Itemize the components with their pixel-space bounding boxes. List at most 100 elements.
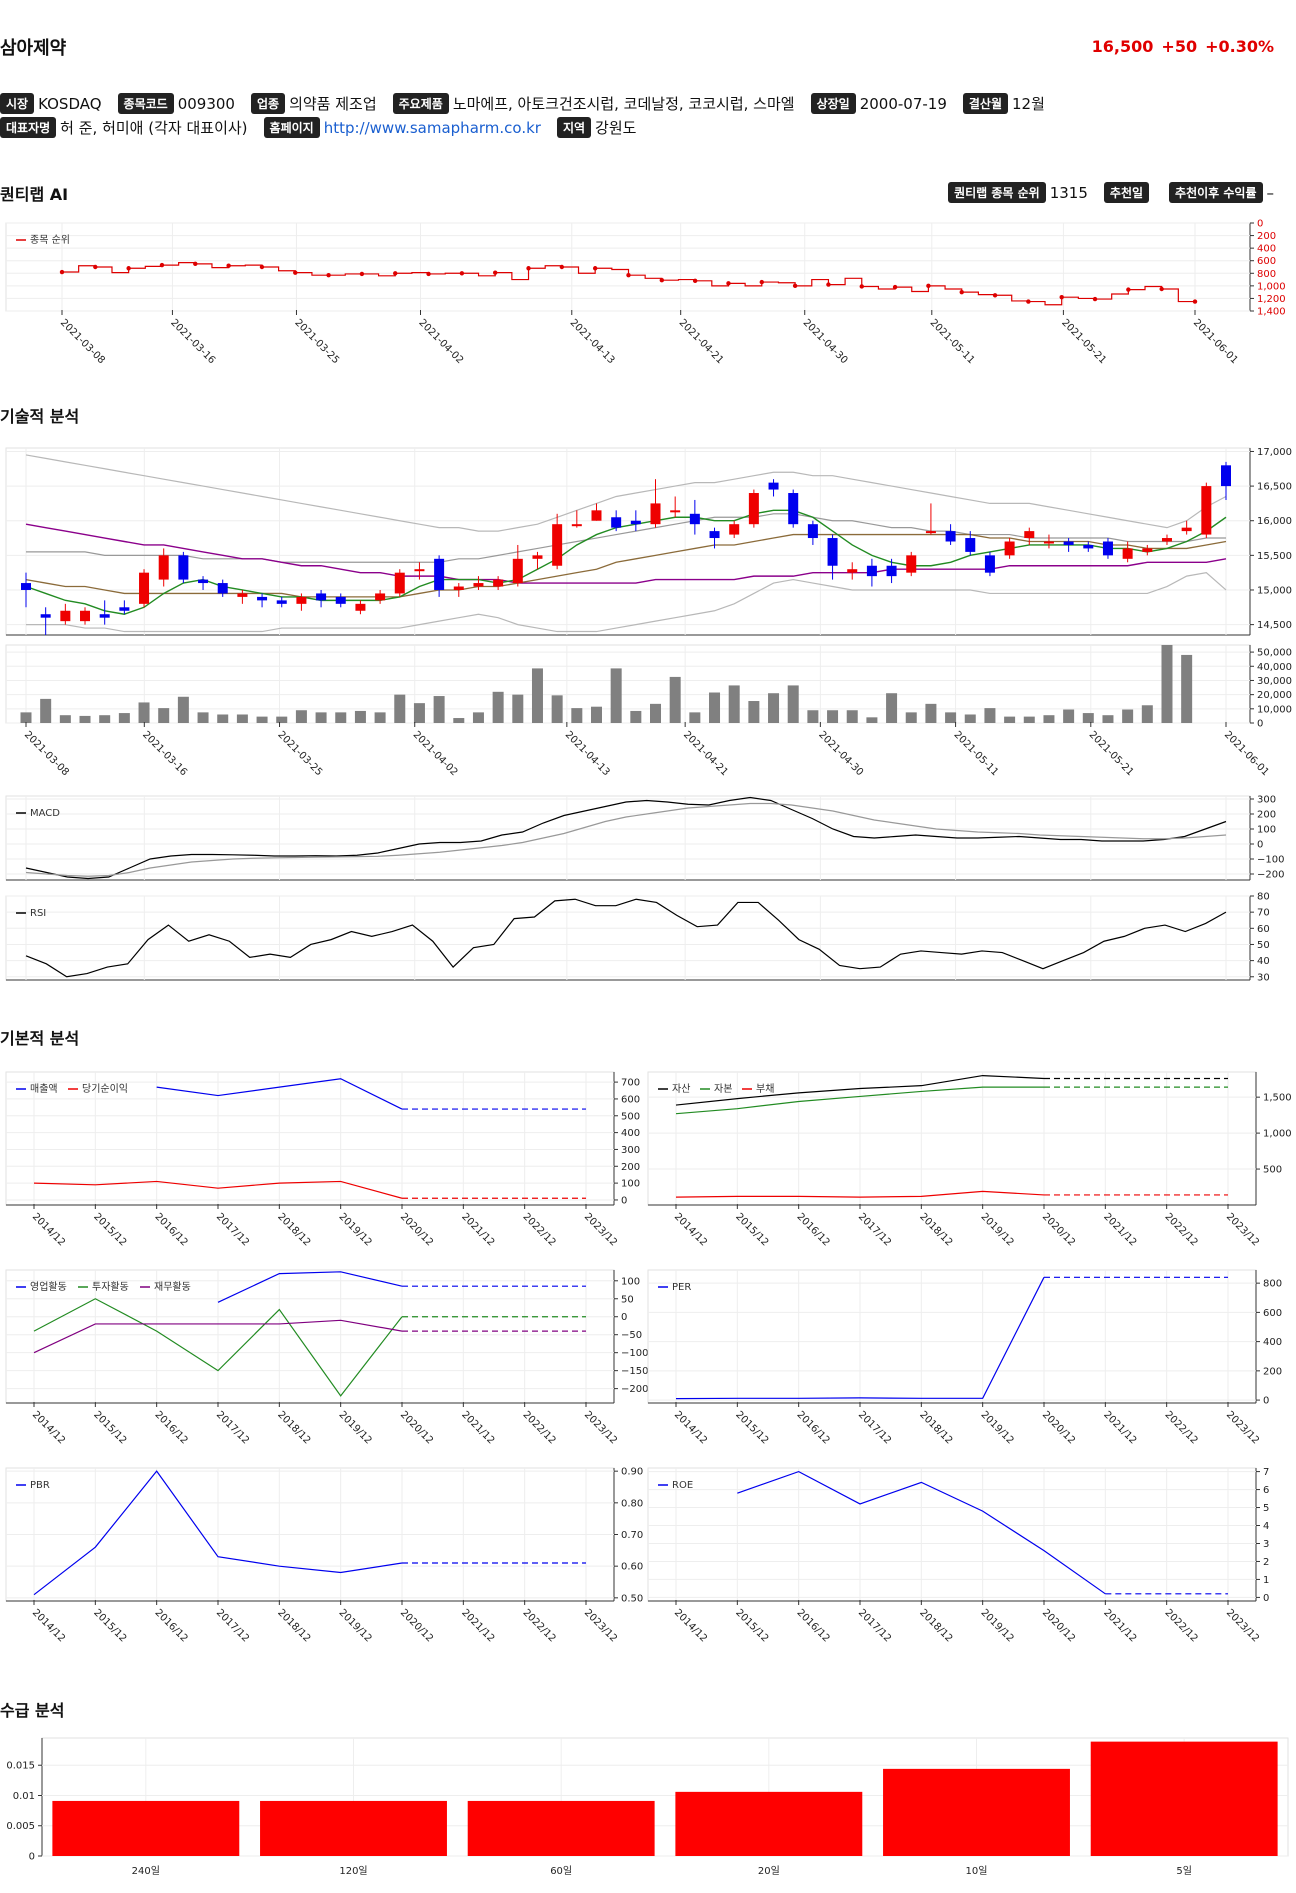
balance-x-tick-label: 2016/12 [795, 1211, 832, 1248]
candle-body [689, 513, 700, 525]
income-x-tick-label: 2014/12 [30, 1211, 67, 1248]
volume-bar [1063, 709, 1075, 723]
market-value: KOSDAQ [38, 94, 102, 113]
candle-body [60, 610, 71, 622]
rank-point [892, 284, 898, 290]
candle-body [414, 569, 425, 572]
per-x-tick-label: 2017/12 [856, 1409, 893, 1446]
rec-return-value: – [1266, 183, 1275, 202]
candle-body [886, 565, 897, 577]
cashflow-y-tick-label: −200 [621, 1384, 648, 1395]
volume-bar [374, 712, 386, 723]
technical-title: 기술적 분석 [0, 407, 80, 426]
roe-x-tick-label: 2021/12 [1101, 1607, 1138, 1644]
rsi-series-line [25, 898, 1227, 978]
candle-body [807, 524, 818, 539]
candle-body [1181, 527, 1192, 532]
supply-category-label: 240일 [132, 1865, 160, 1877]
per-x-tick-label: 2014/12 [672, 1409, 709, 1446]
volume-bar [807, 710, 819, 723]
candle-body [434, 558, 445, 590]
candle-body [1161, 538, 1172, 542]
rank-point [592, 266, 598, 271]
macd-y-tick-label: −200 [1257, 870, 1284, 881]
fiscal-badge: 결산월 [962, 93, 1008, 114]
cashflow-y-tick-label: −150 [621, 1366, 648, 1377]
balance-x-tick-label: 2017/12 [856, 1211, 893, 1248]
rsi-frame [5, 895, 1251, 981]
supply-y-tick-label: 0 [29, 1852, 35, 1863]
volume-bar [394, 694, 406, 723]
price-change-pct: +0.30% [1205, 37, 1274, 56]
supply-bar [675, 1791, 863, 1856]
pbr-y-tick-label: 0.60 [621, 1562, 643, 1573]
volume-bar [276, 716, 288, 723]
volume-bar [1161, 645, 1173, 723]
products-value: 노마에프, 아토크건조시럽, 코데날정, 코코시럽, 스마엘 [452, 95, 795, 113]
per-x-tick-label: 2023/12 [1224, 1409, 1261, 1446]
rank-y-tick-label: 1,200 [1257, 294, 1286, 305]
volume-bar [1043, 715, 1055, 723]
volume-bar [1082, 713, 1094, 723]
volume-bar [1023, 716, 1035, 723]
candle-body [80, 610, 91, 622]
balance-x-tick-label: 2022/12 [1163, 1211, 1200, 1248]
volume-bar [315, 712, 327, 723]
volume-bar [413, 703, 425, 723]
income-y-tick-label: 500 [621, 1111, 640, 1122]
candle-body [984, 555, 995, 573]
candle-body [925, 531, 936, 534]
moving-average-long-line [25, 523, 1227, 584]
balance-series-line [675, 1086, 1044, 1115]
candle-body [237, 593, 248, 597]
rank-x-tick-label: 2021-04-30 [801, 317, 850, 366]
volume-bar [984, 708, 996, 723]
candle-y-tick-label: 15,500 [1257, 551, 1292, 562]
candle-body [1201, 486, 1212, 535]
rank-x-tick-label: 2021-05-21 [1059, 317, 1108, 366]
macd-y-tick-label: 0 [1257, 840, 1263, 851]
listed-badge: 상장일 [810, 93, 856, 114]
per-y-tick-label: 600 [1263, 1308, 1282, 1319]
volume-bar [945, 712, 957, 723]
roe-legend-label: ROE [672, 1480, 693, 1491]
homepage-link[interactable]: http://www.samapharm.co.kr [323, 118, 541, 137]
roe-series-line [737, 1470, 1106, 1595]
macd-y-tick-label: 300 [1257, 795, 1276, 806]
rank-point [459, 271, 465, 276]
rank-point [992, 293, 998, 298]
rank-value: 1315 [1049, 183, 1088, 202]
income-x-tick-label: 2023/12 [582, 1211, 619, 1248]
cashflow-x-tick-label: 2019/12 [337, 1409, 374, 1446]
volume-bar [335, 712, 347, 723]
candle-body [316, 593, 327, 601]
income-legend-label: 매출액 [30, 1083, 58, 1095]
cashflow-y-tick-label: 0 [621, 1312, 627, 1323]
candle-body [217, 583, 228, 594]
macd-y-tick-label: −100 [1257, 855, 1284, 866]
roe-x-tick-label: 2023/12 [1224, 1607, 1261, 1644]
volume-x-tick-label: 2021-04-02 [411, 729, 460, 778]
pbr-series-line [33, 1470, 403, 1596]
volume-bar [1181, 654, 1193, 723]
candle-body [276, 600, 287, 604]
candle-body [1004, 541, 1015, 556]
volume-x-tick-label: 2021-03-25 [275, 729, 324, 778]
rank-point [726, 281, 731, 286]
volume-frame [5, 644, 1251, 724]
candle-body [611, 517, 622, 528]
candle-body [729, 524, 740, 535]
candle-body [827, 538, 838, 566]
rec-return-badge: 추천이후 수익률 [1169, 182, 1263, 203]
rank-y-tick-label: 400 [1257, 244, 1276, 255]
volume-bar [118, 713, 130, 723]
supply-bar [52, 1800, 240, 1856]
macd-frame [5, 795, 1251, 881]
cashflow-x-tick-label: 2021/12 [459, 1409, 496, 1446]
candle-body [512, 558, 523, 584]
supply-category-label: 10일 [966, 1865, 988, 1877]
income-y-tick-label: 300 [621, 1145, 640, 1156]
pbr-y-tick-label: 0.50 [621, 1593, 643, 1604]
cashflow-y-tick-label: 50 [621, 1294, 634, 1305]
volume-bar [433, 696, 445, 723]
